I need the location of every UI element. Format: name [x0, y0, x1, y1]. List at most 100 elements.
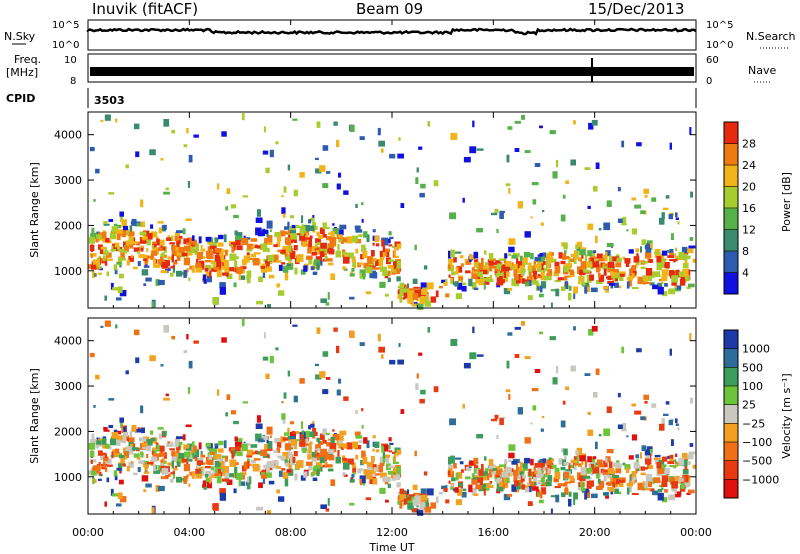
power-cell — [689, 127, 692, 135]
velocity-cell — [137, 467, 141, 473]
power-cell — [360, 254, 364, 260]
power-cell — [309, 225, 315, 231]
power-cell — [153, 258, 156, 266]
velocity-cell — [455, 473, 459, 481]
power-cell — [564, 281, 569, 289]
power-cell — [236, 256, 239, 260]
velocity-cell — [399, 501, 403, 509]
velocity-cell — [109, 438, 117, 446]
power-cell — [207, 241, 213, 245]
freq-tick-top: 10 — [64, 55, 77, 66]
power-cell — [194, 252, 198, 256]
power-cell — [388, 244, 393, 247]
power-cell — [488, 259, 494, 267]
velocity-cell — [153, 470, 161, 474]
velocity-cell — [88, 470, 94, 475]
velocity-cell — [488, 465, 494, 473]
velocity-cell — [261, 473, 268, 479]
power-cell — [681, 272, 684, 276]
power-cell — [104, 114, 111, 121]
velocity-cell — [605, 456, 611, 463]
velocity-cell — [208, 454, 212, 460]
velocity-cell — [333, 327, 338, 332]
velocity-cell — [358, 468, 363, 472]
velocity-cell — [338, 435, 344, 442]
velocity-cell — [640, 472, 646, 476]
velocity-cell — [214, 454, 221, 459]
power-cell — [95, 238, 99, 243]
velocity-cell — [573, 326, 576, 331]
velocity-cell — [273, 450, 278, 454]
power-cell — [561, 286, 566, 291]
velocity-cell — [162, 430, 167, 436]
power-cell — [531, 182, 539, 186]
velocity-cell — [675, 453, 678, 458]
power-cell — [468, 278, 473, 287]
power-cell — [135, 151, 140, 158]
velocity-cell — [312, 471, 319, 475]
power-cell — [543, 261, 548, 265]
velocity-cell — [594, 464, 597, 468]
velocity-cell — [564, 481, 571, 484]
velocity-cell — [643, 481, 648, 489]
power-cell — [120, 252, 125, 261]
velocity-cell — [178, 452, 185, 459]
velocity-cell — [250, 444, 258, 448]
power-cell — [169, 242, 175, 245]
power-cell — [306, 229, 310, 236]
velocity-cell — [207, 447, 213, 451]
colorbar-swatch — [724, 423, 738, 443]
power-cell — [277, 236, 282, 242]
velocity-cell — [524, 457, 530, 464]
velocity-cell — [460, 469, 464, 473]
velocity-cell — [292, 456, 296, 463]
velocity-cell — [94, 479, 97, 483]
velocity-cell — [312, 477, 318, 481]
power-cell — [304, 237, 311, 240]
velocity-cell — [372, 448, 375, 452]
velocity-cell — [388, 437, 392, 442]
power-cell — [459, 255, 464, 259]
power-cell — [455, 267, 459, 275]
velocity-cell — [584, 373, 591, 376]
velocity-cell — [336, 345, 340, 354]
velocity-cell — [398, 343, 401, 347]
velocity-cell — [532, 483, 535, 487]
cpid-value: 3503 — [94, 94, 125, 107]
power-cell — [644, 194, 648, 198]
velocity-cell — [113, 470, 118, 477]
power-cell — [680, 276, 685, 284]
power-cell — [274, 232, 280, 238]
power-cell — [243, 255, 248, 264]
velocity-cell — [547, 468, 550, 474]
velocity-cell — [129, 431, 133, 438]
velocity-cell — [569, 464, 575, 469]
velocity-cell — [277, 455, 282, 459]
velocity-cell — [403, 498, 408, 505]
velocity-cell — [534, 462, 541, 468]
power-cell — [359, 269, 366, 278]
velocity-cell — [195, 473, 203, 479]
velocity-cell — [517, 407, 523, 415]
velocity-cell — [104, 501, 107, 507]
velocity-cell — [542, 415, 545, 419]
velocity-cell — [188, 360, 193, 369]
velocity-cell — [300, 475, 306, 481]
velocity-cell — [199, 470, 202, 474]
power-cell — [342, 266, 346, 270]
velocity-cell — [674, 494, 681, 498]
velocity-cell — [562, 400, 566, 405]
velocity-cell — [307, 454, 312, 460]
x-tick-label: 16:00 — [477, 526, 509, 539]
velocity-cell — [314, 363, 319, 367]
power-cell — [183, 238, 190, 245]
velocity-cell — [282, 437, 288, 441]
power-cell — [449, 212, 456, 220]
velocity-cell — [605, 457, 608, 463]
power-cell — [597, 272, 601, 278]
velocity-cell — [160, 462, 163, 467]
power-cell — [197, 251, 204, 255]
power-cell — [471, 282, 477, 290]
velocity-cell — [554, 486, 561, 489]
